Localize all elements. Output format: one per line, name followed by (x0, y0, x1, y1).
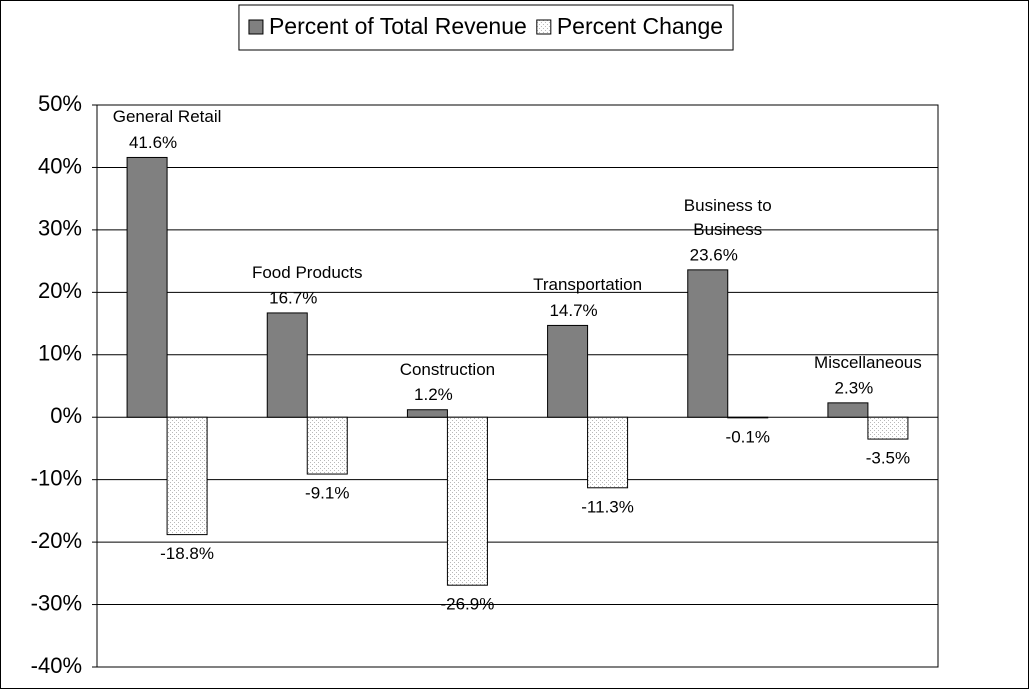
value-label: 2.3% (835, 378, 874, 397)
legend-box (238, 4, 734, 51)
plot-area (96, 104, 939, 668)
y-tick-label: 40% (38, 153, 82, 178)
bar (306, 416, 348, 475)
value-label: 16.7% (269, 288, 317, 307)
legend: Percent of Total Revenue Percent Change (238, 4, 734, 51)
legend-label: Percent Change (557, 13, 723, 39)
value-label: -9.1% (305, 484, 349, 503)
value-label: 41.6% (129, 133, 177, 152)
value-label: 14.7% (549, 301, 597, 320)
bar (547, 324, 589, 418)
y-tick-label: 20% (38, 278, 82, 303)
legend-label: Percent of Total Revenue (269, 13, 527, 39)
y-tick-label: 10% (38, 341, 82, 366)
y-tick-label: 0% (50, 403, 82, 428)
bar (126, 156, 168, 418)
category-label: Business to Business (683, 195, 772, 239)
value-label: -18.8% (160, 544, 214, 563)
legend-swatch (536, 19, 552, 35)
bar (687, 269, 729, 418)
value-label: -0.1% (726, 427, 770, 446)
category-label: Construction (399, 359, 496, 379)
bar (727, 416, 769, 419)
y-tick-label: -40% (31, 653, 82, 678)
category-label: Miscellaneous (814, 352, 922, 372)
bar (166, 416, 208, 536)
y-tick-label: -20% (31, 528, 82, 553)
category-label: Transportation (533, 275, 643, 295)
y-tick-label: 30% (38, 216, 82, 241)
bar (406, 409, 448, 418)
y-tick-label: -10% (31, 465, 82, 490)
value-label: -26.9% (440, 595, 494, 614)
legend-swatch (248, 19, 264, 35)
value-label: -3.5% (866, 449, 910, 468)
bar (867, 416, 909, 440)
bar (827, 402, 869, 418)
value-label: -11.3% (581, 497, 634, 516)
bar (587, 416, 629, 489)
bar (446, 416, 488, 586)
y-tick-label: 50% (38, 91, 82, 116)
y-tick-label: -30% (31, 590, 82, 615)
value-label: 1.2% (414, 385, 453, 404)
category-label: General Retail (112, 107, 222, 127)
value-label: 23.6% (690, 245, 738, 264)
category-label: Food Products (251, 262, 363, 282)
bar (266, 312, 308, 418)
